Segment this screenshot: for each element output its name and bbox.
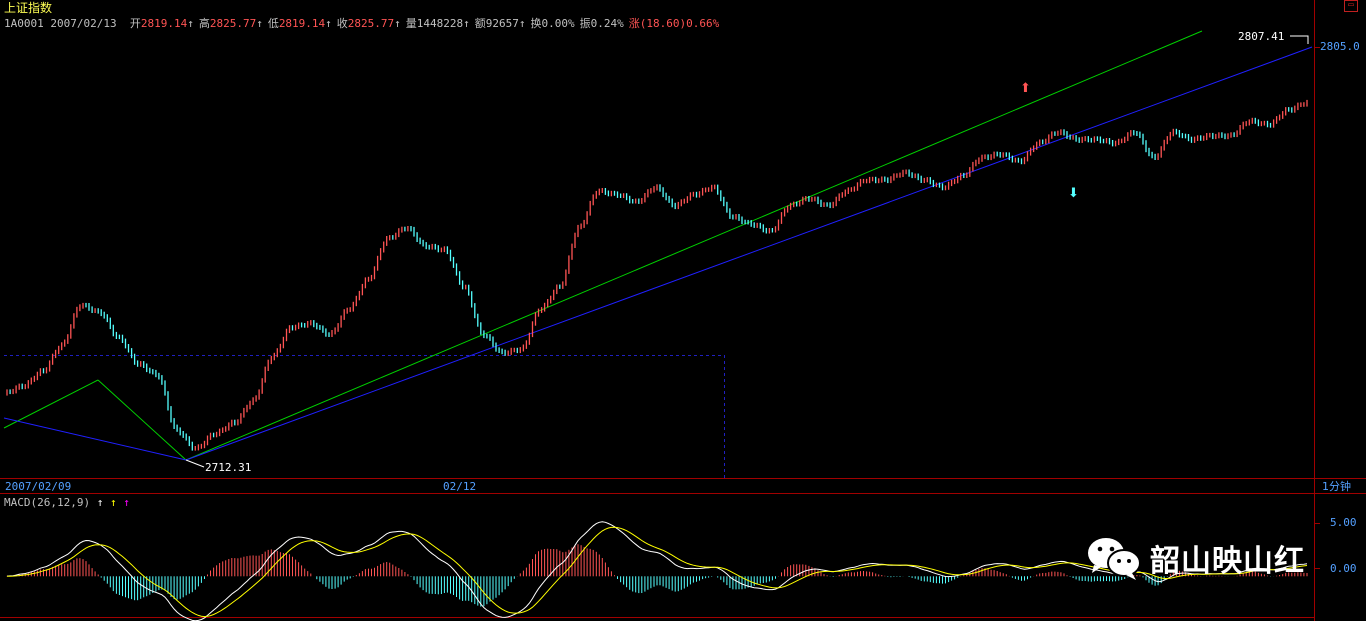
selection-box [4,355,725,478]
close-value: 2825.77 [347,17,395,30]
up-arrow-marker: ⬆ [1020,81,1031,96]
channel-top-line [185,30,1203,461]
macd-dif-line [6,521,1308,621]
down-arrow-marker: ⬇ [1068,186,1079,201]
price-axis-label: 2805.0 [1320,40,1360,53]
low-marker-leader [185,459,205,468]
channel-bottom-line-left [3,417,187,461]
macd-dea-arrow: ↑ [109,496,117,509]
channel-top-line-drop [97,379,187,461]
wechat-icon [1088,538,1141,580]
high-value: 2825.77 [209,17,257,30]
code-date: 1A0001 2007/02/13 [4,17,117,30]
macd-hist-arrow: ↑ [123,496,130,509]
high-marker-leader [1290,35,1309,44]
volume-value: 1448228 [416,17,464,30]
macd-dif-arrow: ↑ [96,496,104,509]
watermark: 韶山映山红 [1086,534,1305,582]
high-marker-label: 2807.41 [1238,30,1285,43]
period-selector[interactable]: 1分钟 [1322,480,1351,493]
channel-top-line-left [3,379,99,429]
macd-axis-label-high: 5.00 [1330,516,1357,529]
macd-dea-line [6,526,1308,618]
window-restore-icon[interactable]: ▭ [1344,0,1358,12]
price-candles [6,99,1308,451]
amplitude-value: 0.24% [590,17,624,30]
x-label-start: 2007/02/09 [5,480,72,493]
amount-value: 92657 [485,17,519,30]
low-marker-label: 2712.31 [205,461,252,474]
x-label-mid: 02/12 [443,480,477,493]
macd-axis-label-zero: 0.00 [1330,562,1357,575]
quote-line: 1A0001 2007/02/13 开2819.14↑ 高2825.77↑ 低281… [4,17,720,30]
macd-histogram [6,544,1308,607]
macd-label: MACD(26,12,9) ↑ ↑ ↑ [4,496,130,509]
index-title: 上证指数 [4,1,53,15]
low-value: 2819.14 [278,17,326,30]
change-value: (18.60)0.66% [639,17,720,30]
turnover-value: 0.00% [541,17,575,30]
channel-bottom-line [185,46,1313,461]
watermark-text: 韶山映山红 [1150,544,1305,579]
open-value: 2819.14 [140,17,188,30]
